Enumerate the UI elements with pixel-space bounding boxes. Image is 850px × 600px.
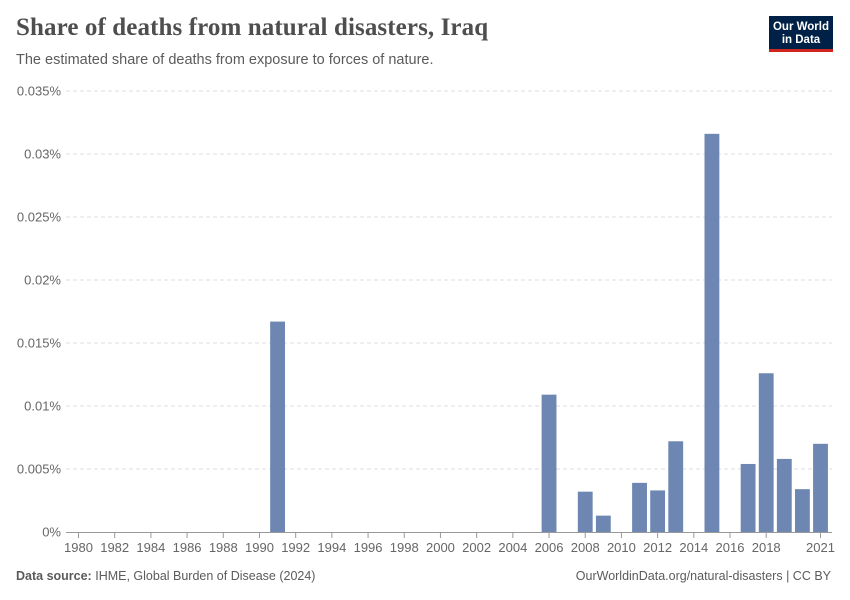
x-tick-label: 1992 [281,540,310,555]
x-tick-label: 1990 [245,540,274,555]
y-tick-label: 0.025% [17,210,62,225]
logo-line-2: in Data [781,33,821,46]
y-tick-label: 0% [42,525,61,540]
logo-line-1: Our World [772,21,829,33]
x-tick-label: 2018 [752,540,781,555]
y-tick-label: 0.01% [24,399,61,414]
x-tick-label: 1994 [317,540,346,555]
bar [813,443,828,532]
chart-subtitle: The estimated share of deaths from expos… [16,52,434,68]
x-tick-label: 2004 [498,540,527,555]
y-tick-label: 0.02% [24,273,61,288]
x-tick-label: 1986 [173,540,202,555]
x-tick-label: 1982 [100,540,129,555]
x-tick-label: 1996 [354,540,383,555]
x-tick-label: 1988 [209,540,238,555]
x-tick-label: 1998 [390,540,419,555]
x-axis [66,532,832,538]
data-source-label: Data source: [16,569,92,583]
bar [632,482,647,532]
bar [758,373,774,532]
x-tick-label: 2008 [571,540,600,555]
x-tick-label: 2000 [426,540,455,555]
bar [595,515,611,532]
bar [577,491,593,532]
bar [541,394,557,532]
x-tick-label: 2016 [716,540,745,555]
owid-logo[interactable]: Our World in Data [769,16,833,52]
data-source-text: IHME, Global Burden of Disease (2024) [95,569,316,583]
x-axis-labels: 1980 1982 1984 1986 1988 1990 1992 1994 1996 1998… [64,540,835,555]
bar [270,321,285,532]
y-tick-label: 0.015% [17,336,62,351]
x-tick-label: 2006 [535,540,564,555]
bar [776,458,792,532]
x-tick-label: 2021 [806,540,835,555]
footer-credit: OurWorldinData.org/natural-disasters | C… [576,569,831,583]
footer-separator: | [782,569,793,583]
source-link[interactable]: OurWorldinData.org/natural-disasters [575,569,783,583]
y-tick-label: 0.005% [17,462,62,477]
x-tick-label: 2014 [679,540,708,555]
license-label: CC BY [792,569,831,583]
x-tick-label: 2012 [643,540,672,555]
chart-title: Share of deaths from natural disasters, … [16,14,489,41]
x-tick-label: 2010 [607,540,636,555]
bar [794,489,810,532]
x-tick-label: 2002 [462,540,491,555]
y-axis-labels: 0% 0.005% 0.01% 0.015% 0.02% 0.025% 0.03% 0.035… [17,84,62,540]
y-tick-label: 0.035% [17,84,62,99]
x-tick-label: 1984 [136,540,165,555]
bar [668,441,684,532]
gridlines [66,90,832,470]
y-tick-label: 0.03% [24,147,61,162]
bar [740,463,756,532]
bars [270,133,828,532]
x-tick-label: 1980 [64,540,93,555]
bar [704,133,720,532]
data-source: Data source: IHME, Global Burden of Dise… [16,569,315,583]
bar [650,490,666,532]
